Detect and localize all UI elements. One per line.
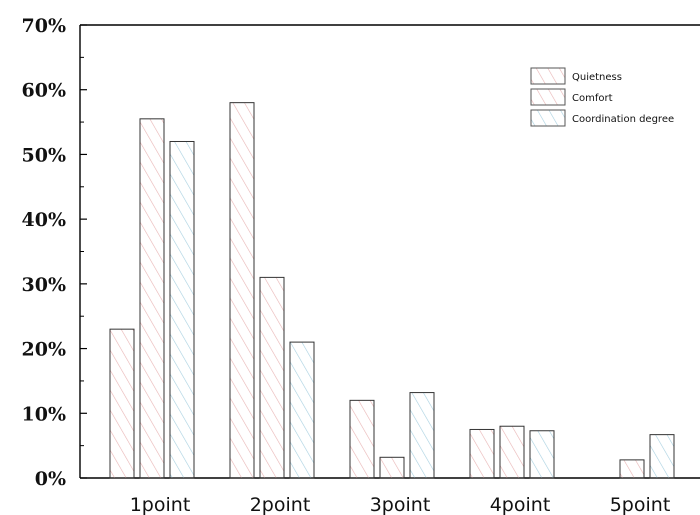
legend: Quietness Comfort Coordination degree bbox=[530, 67, 674, 127]
y-tick-label: 0% bbox=[35, 468, 66, 490]
y-tick-label: 30% bbox=[22, 274, 67, 296]
bar-quietness-3point bbox=[349, 399, 375, 479]
x-tick-label: 1point bbox=[130, 494, 191, 515]
bar-comfort-1point bbox=[139, 118, 165, 479]
x-tick-label: 5point bbox=[610, 494, 671, 515]
legend-label: Comfort bbox=[572, 93, 613, 104]
y-tick-label: 50% bbox=[22, 144, 67, 166]
bar-comfort-4point bbox=[499, 425, 525, 479]
legend-label: Quietness bbox=[572, 72, 622, 83]
bar-coordination-degree-1point bbox=[169, 140, 195, 479]
legend-swatch bbox=[530, 67, 566, 85]
x-tick-label: 4point bbox=[490, 494, 551, 515]
bar-comfort-3point bbox=[379, 456, 405, 479]
x-tick-label: 2point bbox=[250, 494, 311, 515]
bar-quietness-1point bbox=[109, 328, 135, 479]
y-tick-label: 10% bbox=[22, 403, 67, 425]
y-tick-label: 70% bbox=[22, 15, 67, 37]
tick-labels: 0% 10% 20% 30% 40% 50% 60% 70% 1point 2point 3poin… bbox=[22, 15, 671, 515]
bar-comfort-5point bbox=[619, 459, 645, 479]
bar-coordination-degree-5point bbox=[649, 434, 675, 479]
x-tick-label: 3point bbox=[370, 494, 431, 515]
legend-swatch bbox=[530, 88, 566, 106]
bar-coordination-degree-2point bbox=[289, 341, 315, 479]
legend-label: Coordination degree bbox=[572, 114, 674, 125]
bar-quietness-4point bbox=[469, 428, 495, 479]
bar-coordination-degree-4point bbox=[529, 430, 555, 479]
legend-swatch bbox=[530, 109, 566, 127]
bar-coordination-degree-3point bbox=[409, 392, 435, 479]
bars bbox=[109, 102, 675, 479]
y-tick-label: 60% bbox=[22, 80, 67, 102]
y-tick-label: 20% bbox=[22, 339, 67, 361]
bar-quietness-2point bbox=[229, 102, 255, 479]
bar-comfort-2point bbox=[259, 276, 285, 479]
y-tick-label: 40% bbox=[22, 209, 67, 231]
